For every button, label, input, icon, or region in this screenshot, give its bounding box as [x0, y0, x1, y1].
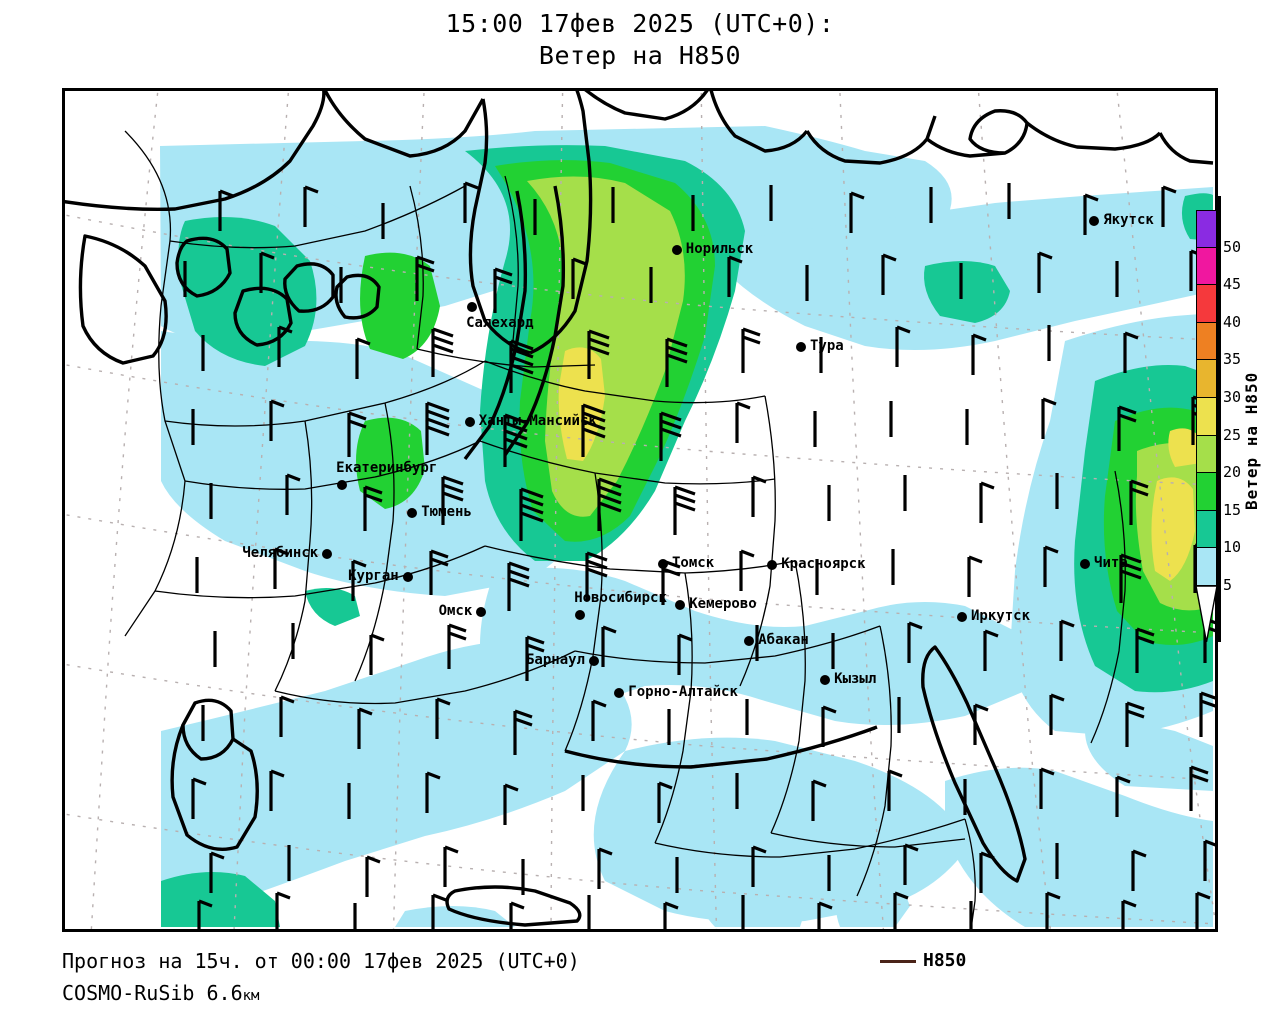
city-label: Иркутск — [971, 608, 1031, 625]
city-label: Кемерово — [689, 595, 757, 612]
model-name: COSMO-RuSib 6.6 — [62, 981, 243, 1005]
city-dot-icon — [575, 609, 586, 620]
colorbar-band — [1196, 510, 1217, 549]
city-dot-icon — [322, 548, 333, 559]
city-dot-icon — [476, 607, 487, 618]
city-dot-icon — [467, 302, 478, 313]
city-label: Кызыл — [834, 671, 877, 688]
city-label: Новосибирск — [574, 589, 667, 606]
city-dot-icon — [957, 612, 967, 623]
city-label: Челябинск — [242, 544, 319, 561]
city-label: Ханты-Мансийск — [478, 413, 597, 429]
legend-label: H850 — [923, 950, 967, 971]
colorbar-band — [1196, 322, 1217, 361]
city-label: Омск — [438, 603, 473, 620]
colorbar-tick-25: 25 — [1223, 425, 1242, 444]
colorbar-band — [1196, 473, 1217, 511]
city-dot-icon — [407, 508, 418, 519]
city-dot-icon — [671, 245, 682, 256]
city-dot-icon — [614, 687, 625, 698]
city-dot-icon — [796, 341, 806, 352]
colorbar-tick-10: 10 — [1223, 538, 1242, 557]
colorbar-bands — [1196, 210, 1217, 586]
city-dot-icon — [767, 560, 778, 571]
city-dot-icon — [589, 655, 599, 666]
colorbar-tick-50: 50 — [1223, 237, 1242, 256]
weather-map[interactable]: Якутск Норильск Салехард Тура Ханты-Мансийск… — [62, 88, 1218, 932]
colorbar-tick-30: 30 — [1223, 388, 1242, 406]
chart-title: 15:00 17фев 2025 (UTC+0): Ветер на H850 — [0, 8, 1280, 72]
city-dot-icon — [1089, 215, 1100, 226]
forecast-text: Прогноз на 15ч. от 00:00 17фев 2025 (UTC… — [62, 949, 580, 973]
footer-row-forecast: Прогноз на 15ч. от 00:00 17фев 2025 (UTC… — [62, 948, 1222, 978]
city-label: Горно-Алтайск — [628, 683, 738, 700]
city-label: Барнаул — [525, 651, 585, 668]
colorbar-tick-35: 35 — [1223, 350, 1242, 369]
city-dot-icon — [744, 635, 755, 646]
colorbar-band — [1196, 397, 1217, 436]
city-label: Тура — [810, 337, 844, 354]
colorbar-band — [1196, 247, 1217, 286]
city-label: Чита — [1094, 555, 1128, 572]
city-label: Тюмень — [421, 504, 472, 521]
footer: Прогноз на 15ч. от 00:00 17фев 2025 (UTC… — [62, 948, 1222, 1005]
city-dot-icon — [820, 675, 831, 686]
city-label: Екатеринбург — [336, 459, 438, 476]
colorbar-band — [1196, 360, 1217, 398]
city-dot-icon — [658, 558, 668, 569]
city-label: Курган — [348, 568, 399, 585]
city-dot-icon — [675, 599, 686, 610]
model-unit: км — [242, 988, 260, 1004]
legend-line-swatch — [880, 959, 916, 963]
legend-h850: H850 — [880, 948, 966, 974]
graticule — [65, 91, 1215, 929]
city-dot-icon — [1080, 559, 1091, 570]
colorbar-tick-20: 20 — [1223, 463, 1242, 482]
colorbar-band — [1196, 435, 1217, 474]
colorbar-title: Ветер на H850 — [1242, 371, 1261, 510]
colorbar-band — [1196, 548, 1217, 586]
city-label: Красноярск — [781, 556, 866, 573]
city-dot-icon — [402, 572, 413, 583]
colorbar-band — [1196, 210, 1217, 248]
model-text: COSMO-RuSib 6.6км — [62, 980, 259, 1009]
city-label: Томск — [672, 554, 715, 571]
city-label: Салехард — [466, 315, 534, 332]
colorbar-tick-5: 5 — [1223, 576, 1233, 594]
colorbar-tick-15: 15 — [1223, 500, 1242, 519]
colorbar-tick-45: 45 — [1223, 275, 1242, 294]
colorbar-band — [1196, 285, 1217, 323]
colorbar: 50 45 40 35 30 25 20 15 10 5 Ветер на H850 — [1196, 196, 1280, 642]
colorbar-tick-40: 40 — [1223, 312, 1242, 331]
title-line-datetime: 15:00 17фев 2025 (UTC+0): — [445, 9, 835, 38]
colorbar-axis-line — [1218, 196, 1221, 642]
map-canvas — [65, 91, 1215, 929]
city-label: Якутск — [1103, 211, 1154, 228]
colorbar-under-arrow — [1196, 586, 1217, 642]
title-line-variable: Ветер на H850 — [538, 41, 742, 70]
coastline — [65, 91, 1214, 927]
city-dot-icon — [337, 479, 348, 490]
city-label: Абакан — [758, 631, 809, 648]
city-dot-icon — [464, 417, 475, 427]
city-label: Норильск — [685, 241, 754, 258]
